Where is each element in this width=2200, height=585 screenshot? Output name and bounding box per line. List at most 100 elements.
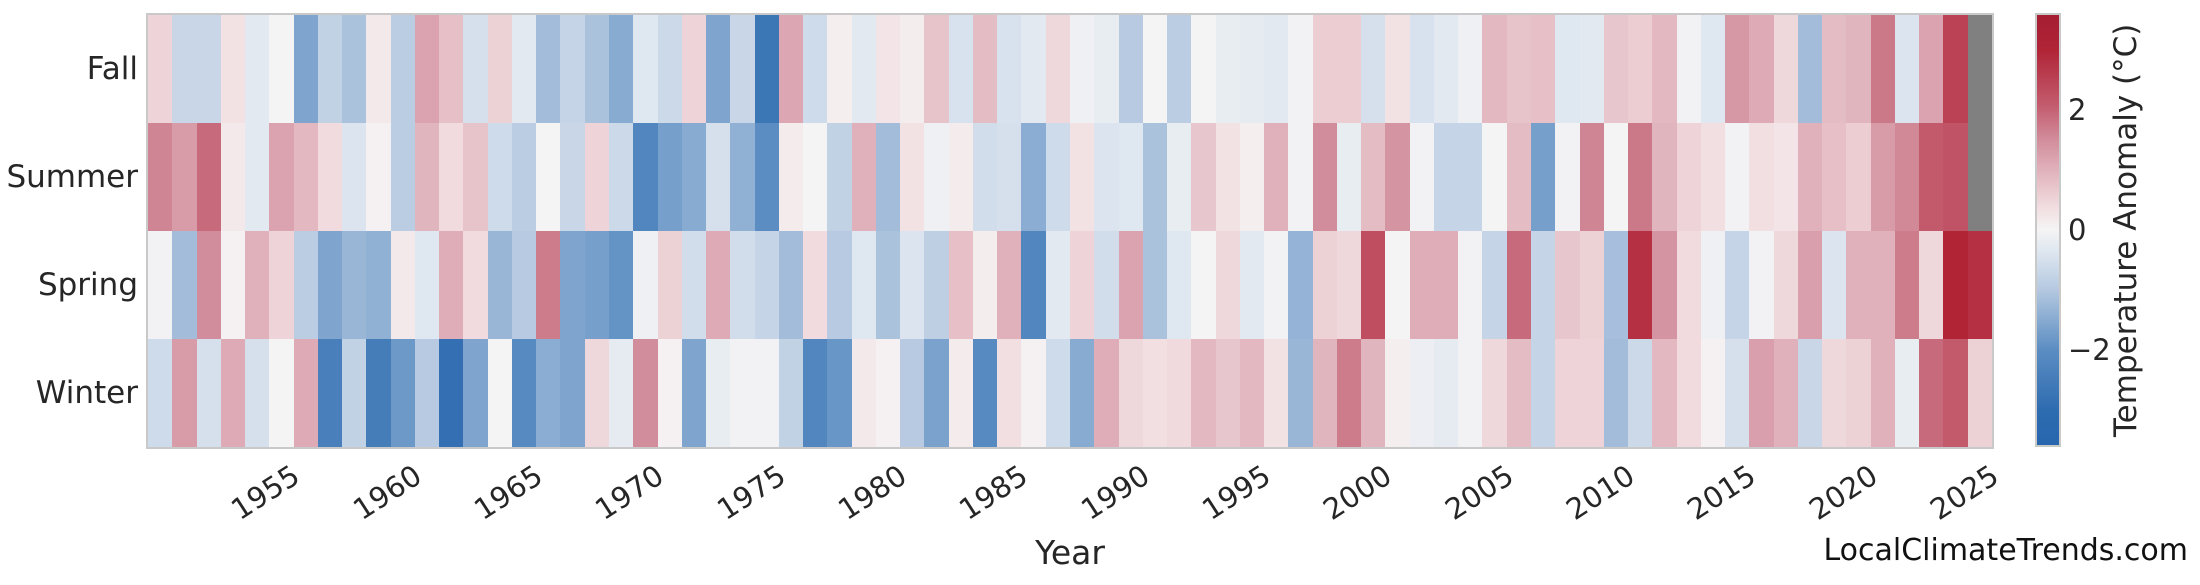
heatmap-cell: [1822, 231, 1847, 339]
heatmap-cell: [924, 231, 949, 339]
heatmap-cell: [1482, 123, 1507, 231]
heatmap-cell: [1555, 339, 1580, 447]
heatmap-cell: [1506, 123, 1531, 231]
x-tick-label-2010: 2010: [1560, 458, 1641, 527]
heatmap-cell: [1749, 123, 1774, 231]
heatmap-cell: [317, 15, 343, 123]
heatmap-row-fall: [148, 15, 1992, 123]
heatmap-cell: [536, 15, 561, 123]
heatmap-cell: [948, 231, 973, 339]
heatmap-cell: [633, 123, 658, 231]
heatmap-cell: [997, 123, 1022, 231]
heatmap-cell: [366, 15, 391, 123]
heatmap-cell: [1385, 339, 1410, 447]
heatmap-cell: [439, 339, 464, 447]
heatmap-cell: [900, 231, 925, 339]
heatmap-cell: [706, 231, 731, 339]
heatmap-cell: [148, 123, 173, 231]
heatmap-cell: [1628, 123, 1653, 231]
colorbar-axis-label: Temperature Anomaly (°C): [2108, 23, 2144, 437]
heatmap-cell: [1312, 123, 1337, 231]
heatmap-cell: [463, 339, 488, 447]
y-tick-label-fall: Fall: [86, 51, 138, 87]
heatmap-cell: [609, 231, 634, 339]
heatmap-cell: [1773, 15, 1798, 123]
heatmap-cell: [1822, 15, 1847, 123]
heatmap-cell: [584, 15, 609, 123]
x-tick-label-1980: 1980: [832, 458, 913, 527]
heatmap-cell: [463, 231, 488, 339]
heatmap-cell: [414, 15, 440, 123]
heatmap-cell: [1700, 123, 1726, 231]
heatmap-cell: [1603, 231, 1629, 339]
heatmap-cell: [1603, 123, 1629, 231]
heatmap-cell: [1215, 123, 1240, 231]
heatmap-cell: [997, 231, 1022, 339]
heatmap-cell: [1118, 15, 1143, 123]
heatmap-cell: [1288, 15, 1313, 123]
x-tick-label-1970: 1970: [589, 458, 670, 527]
heatmap-cell: [1215, 231, 1240, 339]
heatmap-cell: [681, 339, 707, 447]
heatmap-cell: [172, 231, 197, 339]
heatmap-cell: [1482, 339, 1507, 447]
heatmap-cell: [245, 123, 270, 231]
heatmap-row-winter: [148, 339, 1992, 447]
heatmap-cell: [1045, 15, 1070, 123]
heatmap-cell: [511, 123, 537, 231]
x-tick-label-2020: 2020: [1802, 458, 1884, 527]
heatmap-cell: [560, 123, 585, 231]
heatmap-cell: [1409, 15, 1434, 123]
heatmap-cell: [1264, 231, 1289, 339]
heatmap-cell: [463, 123, 488, 231]
heatmap-cell: [900, 339, 925, 447]
heatmap-cell: [1167, 15, 1192, 123]
colorbar: [2035, 13, 2061, 447]
heatmap-cell: [245, 339, 270, 447]
heatmap-cell: [1822, 123, 1847, 231]
heatmap-cell: [1555, 123, 1580, 231]
heatmap-cell: [730, 231, 755, 339]
heatmap-cell: [778, 123, 804, 231]
heatmap-cell: [148, 231, 173, 339]
heatmap-cell: [633, 15, 658, 123]
heatmap-cell: [414, 231, 440, 339]
heatmap-cell: [172, 15, 197, 123]
heatmap-cell: [1167, 339, 1192, 447]
heatmap-cell: [220, 339, 246, 447]
heatmap-cell: [1336, 15, 1362, 123]
heatmap-cell: [584, 123, 609, 231]
heatmap-cell: [706, 15, 731, 123]
heatmap-cell: [1749, 15, 1774, 123]
heatmap-cell: [1215, 15, 1240, 123]
heatmap-cell: [1967, 15, 1992, 123]
heatmap-cell: [1967, 339, 1992, 447]
heatmap-cell: [293, 231, 318, 339]
heatmap-cell: [1458, 123, 1483, 231]
heatmap-cell: [1676, 339, 1701, 447]
heatmap-cell: [1361, 123, 1386, 231]
heatmap-cell: [657, 123, 682, 231]
heatmap-cell: [681, 15, 707, 123]
y-tick-label-spring: Spring: [37, 267, 138, 303]
heatmap-cell: [827, 339, 852, 447]
heatmap-cell: [269, 339, 294, 447]
heatmap-cell: [536, 123, 561, 231]
heatmap-cell: [1070, 123, 1095, 231]
heatmap-cell: [511, 15, 537, 123]
heatmap-cell: [875, 339, 901, 447]
heatmap-cell: [342, 231, 367, 339]
heatmap-cell: [681, 231, 707, 339]
heatmap-cell: [342, 123, 367, 231]
heatmap-cell: [1628, 339, 1653, 447]
x-tick-label-1985: 1985: [953, 458, 1034, 527]
heatmap-cell: [1312, 231, 1337, 339]
heatmap-cell: [1167, 123, 1192, 231]
heatmap-cell: [1943, 231, 1968, 339]
heatmap-row-spring: [148, 231, 1992, 339]
heatmap-cell: [390, 339, 415, 447]
heatmap-cell: [1264, 123, 1289, 231]
heatmap-cell: [1336, 339, 1362, 447]
heatmap-cell: [1433, 339, 1459, 447]
